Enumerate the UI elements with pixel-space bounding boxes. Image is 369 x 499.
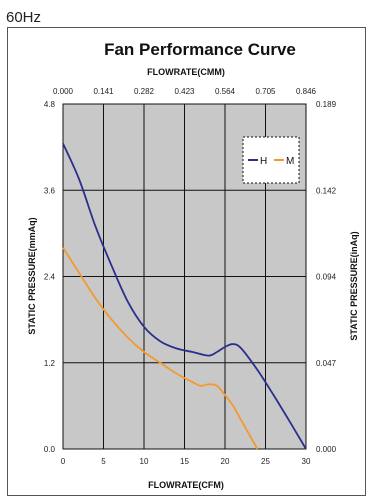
x-tick-label: 20	[221, 457, 230, 466]
x2-tick-label: 0.846	[296, 87, 317, 96]
x2-tick-label: 0.705	[255, 87, 276, 96]
y-tick-label: 2.4	[44, 273, 56, 282]
x-tick-label: 25	[261, 457, 270, 466]
bottom-axis-title: FLOWRATE(CFM)	[148, 480, 224, 490]
chart-frame	[7, 27, 366, 496]
series-line-m	[62, 247, 259, 450]
x2-tick-label: 0.282	[134, 87, 155, 96]
x-tick-label: 30	[302, 457, 311, 466]
x2-tick-label: 0.000	[53, 87, 74, 96]
frequency-label: 60Hz	[6, 9, 42, 26]
x2-tick-label: 0.141	[93, 87, 114, 96]
y2-tick-label: 0.000	[316, 445, 337, 454]
right-axis-title: STATIC PRESSURE(inAq)	[349, 231, 359, 340]
x-tick-label: 10	[140, 457, 149, 466]
legend-label-m: M	[286, 156, 294, 167]
y-tick-label: 1.2	[44, 359, 56, 368]
top-axis-title: FLOWRATE(CMM)	[147, 67, 225, 77]
y2-tick-label: 0.094	[316, 273, 337, 282]
x-tick-label: 5	[101, 457, 106, 466]
y-tick-label: 4.8	[44, 100, 56, 109]
y2-tick-label: 0.189	[316, 100, 337, 109]
y2-tick-label: 0.142	[316, 186, 337, 195]
x-tick-label: 15	[180, 457, 189, 466]
x2-tick-label: 0.423	[174, 87, 195, 96]
y-tick-label: 3.6	[44, 186, 56, 195]
series-line-h	[62, 143, 307, 450]
legend-label-h: H	[260, 156, 267, 167]
left-axis-title: STATIC PRESSURE(mmAq)	[27, 217, 37, 334]
x2-tick-label: 0.564	[215, 87, 236, 96]
x-tick-label: 0	[61, 457, 66, 466]
chart-title: Fan Performance Curve	[104, 40, 296, 59]
y2-tick-label: 0.047	[316, 359, 337, 368]
y-tick-label: 0.0	[44, 445, 56, 454]
